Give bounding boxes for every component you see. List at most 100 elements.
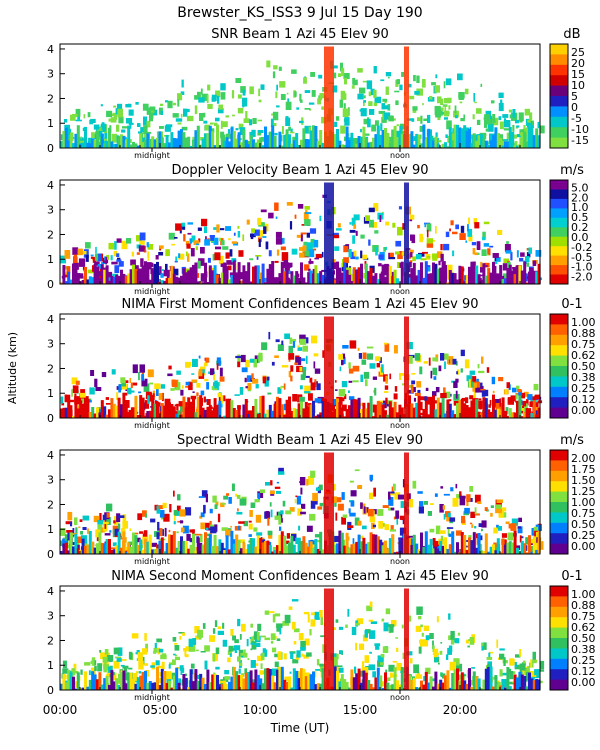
heatmap-cell	[141, 397, 145, 418]
heatmap-cell	[448, 356, 454, 365]
heatmap-cell	[167, 373, 173, 377]
heatmap-cell	[291, 599, 299, 602]
heatmap-cell	[237, 107, 244, 114]
heatmap-cell	[309, 404, 313, 418]
heatmap-cell	[501, 686, 505, 690]
heatmap-cell	[143, 116, 147, 126]
heatmap-cell	[493, 399, 500, 407]
heatmap-cell	[112, 143, 116, 148]
heatmap-cell	[236, 494, 241, 499]
heatmap-cell	[285, 681, 289, 690]
heatmap-cell	[127, 387, 132, 395]
heatmap-cell	[122, 531, 126, 554]
heatmap-cell	[160, 103, 164, 106]
colorbar-label: 0.00	[571, 676, 596, 689]
heatmap-cell	[333, 666, 337, 690]
colorbar-swatch	[550, 386, 568, 398]
heatmap-cell	[111, 133, 118, 143]
heatmap-cell	[231, 241, 237, 244]
heatmap-cell	[449, 661, 456, 671]
heatmap-cell	[421, 632, 424, 637]
heatmap-cell	[537, 679, 541, 690]
heatmap-cell	[290, 128, 293, 132]
heatmap-cell	[470, 511, 476, 518]
heatmap-cell	[169, 504, 172, 513]
heatmap-cell	[280, 261, 284, 284]
heatmap-cell	[250, 623, 253, 628]
heatmap-cell	[196, 396, 200, 418]
heatmap-cell	[118, 261, 124, 267]
heatmap-cell	[427, 544, 431, 554]
heatmap-cell	[482, 236, 486, 241]
heatmap-cell	[518, 389, 522, 396]
heatmap-cell	[288, 542, 291, 554]
heatmap-cell	[259, 137, 263, 148]
heatmap-cell	[262, 648, 266, 655]
heatmap-cell	[343, 394, 347, 400]
heatmap-cell	[183, 648, 189, 652]
heatmap-cell	[415, 625, 422, 632]
heatmap-cell	[432, 645, 435, 653]
heatmap-cell	[456, 403, 459, 418]
heatmap-cell	[435, 132, 438, 138]
heatmap-cell	[129, 269, 133, 284]
heatmap-cell	[198, 355, 201, 359]
heatmap-cell	[297, 145, 301, 148]
heatmap-cell	[415, 133, 419, 148]
heatmap-cell	[460, 399, 464, 418]
heatmap-cell	[348, 368, 354, 374]
heatmap-cell	[104, 256, 107, 261]
heatmap-cell	[151, 262, 154, 268]
heatmap-cell	[214, 620, 218, 627]
heatmap-cell	[364, 630, 368, 638]
heatmap-cell	[127, 273, 131, 284]
heatmap-cell	[492, 544, 495, 554]
heatmap-cell	[476, 533, 478, 539]
heatmap-cell	[67, 550, 71, 554]
heatmap-cell	[529, 401, 533, 408]
heatmap-cell	[121, 383, 128, 390]
heatmap-cell	[311, 612, 315, 616]
heatmap-cell	[237, 361, 241, 368]
colorbar-label: 0.62	[571, 621, 596, 634]
heatmap-cell	[204, 533, 211, 537]
heatmap-cell	[322, 350, 325, 358]
heatmap-cell	[211, 410, 215, 418]
heatmap-cell	[463, 114, 466, 119]
heatmap-cell	[338, 389, 346, 397]
heatmap-cell	[388, 257, 396, 260]
heatmap-cell	[220, 120, 223, 129]
heatmap-cell	[238, 521, 245, 524]
heatmap-cell	[196, 281, 200, 284]
heatmap-cell	[124, 142, 128, 148]
heatmap-cell	[104, 533, 111, 536]
heatmap-cell	[484, 668, 488, 690]
heatmap-cell	[437, 251, 443, 258]
heatmap-cell	[200, 512, 205, 518]
heatmap-cell	[220, 542, 224, 554]
heatmap-cell	[474, 222, 480, 229]
heatmap-cell	[537, 121, 540, 129]
x-tick-label: 20:00	[443, 703, 478, 717]
heatmap-cell	[426, 396, 432, 405]
heatmap-cell	[90, 256, 94, 259]
heatmap-cell	[409, 219, 413, 222]
heatmap-cell	[320, 93, 325, 99]
heatmap-cell	[480, 83, 483, 87]
heatmap-cell	[342, 353, 345, 359]
heatmap-cell	[62, 131, 66, 148]
heatmap-cell	[74, 264, 78, 284]
heatmap-cell	[132, 364, 138, 374]
heatmap-cell	[67, 669, 71, 690]
colorbar-swatch	[550, 617, 568, 629]
heatmap-cell	[455, 390, 458, 399]
heatmap-cell	[432, 262, 435, 284]
heatmap-cell	[314, 126, 318, 148]
heatmap-cell	[434, 409, 438, 418]
heatmap-cell	[213, 227, 218, 230]
heatmap-cell	[343, 416, 347, 418]
heatmap-cell	[70, 521, 73, 527]
heatmap-cell	[304, 90, 311, 93]
heatmap-cell	[397, 262, 403, 268]
